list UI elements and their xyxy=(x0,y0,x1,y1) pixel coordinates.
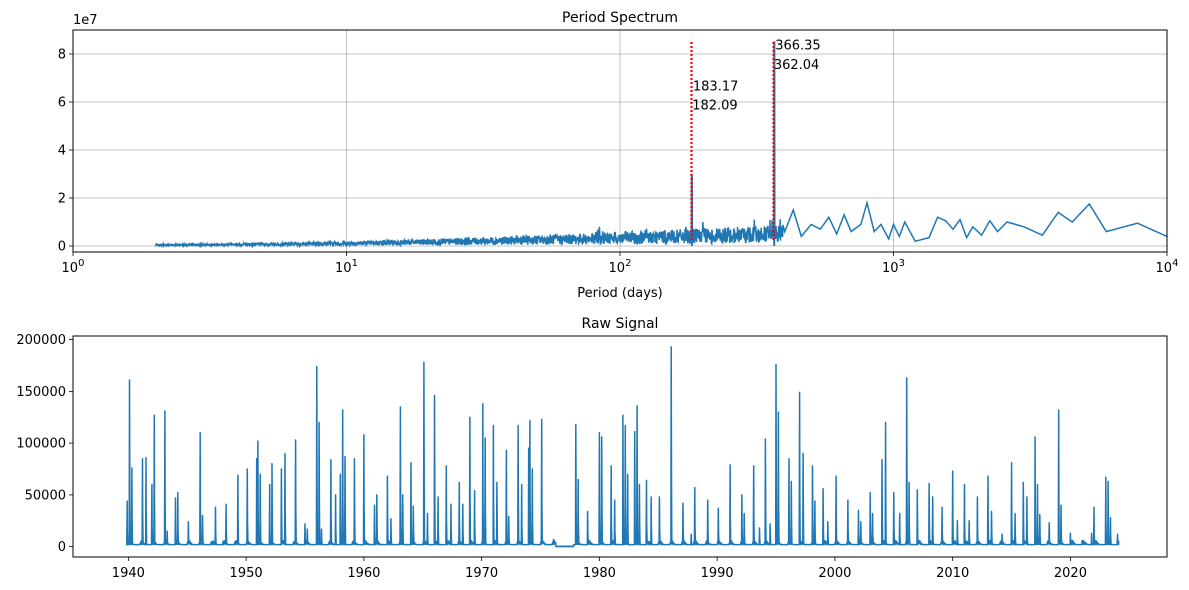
x-tick-label: 102 xyxy=(609,258,632,276)
x-tick-label: 1970 xyxy=(465,566,498,581)
x-tick-label: 1990 xyxy=(701,566,734,581)
x-tick-label: 2020 xyxy=(1054,566,1087,581)
peak-annotations: 366.35 362.04 183.17 182.09 xyxy=(692,39,821,114)
peak-annotation: 183.17 xyxy=(693,79,739,94)
y-tick-label: 0 xyxy=(58,240,66,255)
grid-lines xyxy=(72,30,1168,252)
y-axis-ticks: 0 2 4 6 8 xyxy=(58,48,73,255)
peak-markers xyxy=(690,42,775,242)
raw-signal-line xyxy=(125,346,1120,548)
spectrum-line xyxy=(154,41,1167,249)
x-tick-label: 101 xyxy=(335,258,358,276)
x-tick-label: 1960 xyxy=(347,566,380,581)
x-tick-label: 100 xyxy=(62,258,85,276)
y-tick-label: 200000 xyxy=(16,333,66,348)
y-tick-label: 4 xyxy=(58,144,66,159)
y-axis-ticks: 0 50000 100000 150000 200000 xyxy=(16,333,73,555)
y-tick-label: 2 xyxy=(58,192,66,207)
x-tick-label: 103 xyxy=(882,258,905,276)
x-tick-label: 2010 xyxy=(936,566,969,581)
chart-title: Period Spectrum xyxy=(562,10,678,26)
y-tick-label: 150000 xyxy=(16,385,66,400)
y-tick-label: 0 xyxy=(58,540,66,555)
x-tick-label: 104 xyxy=(1156,258,1179,276)
y-axis-multiplier: 1e7 xyxy=(73,13,98,28)
raw-signal-series xyxy=(125,346,1120,548)
x-tick-label: 1980 xyxy=(583,566,616,581)
y-tick-label: 8 xyxy=(58,48,66,63)
raw-signal-chart: 1940 1950 1960 1970 1980 1990 2000 2010 2020 0 50… xyxy=(16,316,1168,581)
peak-annotation: 362.04 xyxy=(774,58,820,73)
y-tick-label: 6 xyxy=(58,96,66,111)
x-axis-ticks: 1940 1950 1960 1970 1980 1990 2000 2010 2020 xyxy=(112,557,1087,581)
peak-annotation: 366.35 xyxy=(775,39,821,54)
x-tick-label: 2000 xyxy=(818,566,851,581)
x-axis-ticks: 100 101 102 103 104 xyxy=(62,252,1179,276)
x-tick-label: 1950 xyxy=(230,566,263,581)
x-axis-label: Period (days) xyxy=(577,286,663,301)
y-tick-label: 50000 xyxy=(25,488,66,503)
y-tick-label: 100000 xyxy=(16,437,66,452)
peak-annotation: 182.09 xyxy=(692,99,738,114)
plot-frame xyxy=(72,335,1168,558)
period-spectrum-chart: 100 101 102 103 104 0 2 4 6 8 366.35 362.04 183.17… xyxy=(58,10,1179,301)
x-tick-label: 1940 xyxy=(112,566,145,581)
chart-title: Raw Signal xyxy=(582,316,659,332)
